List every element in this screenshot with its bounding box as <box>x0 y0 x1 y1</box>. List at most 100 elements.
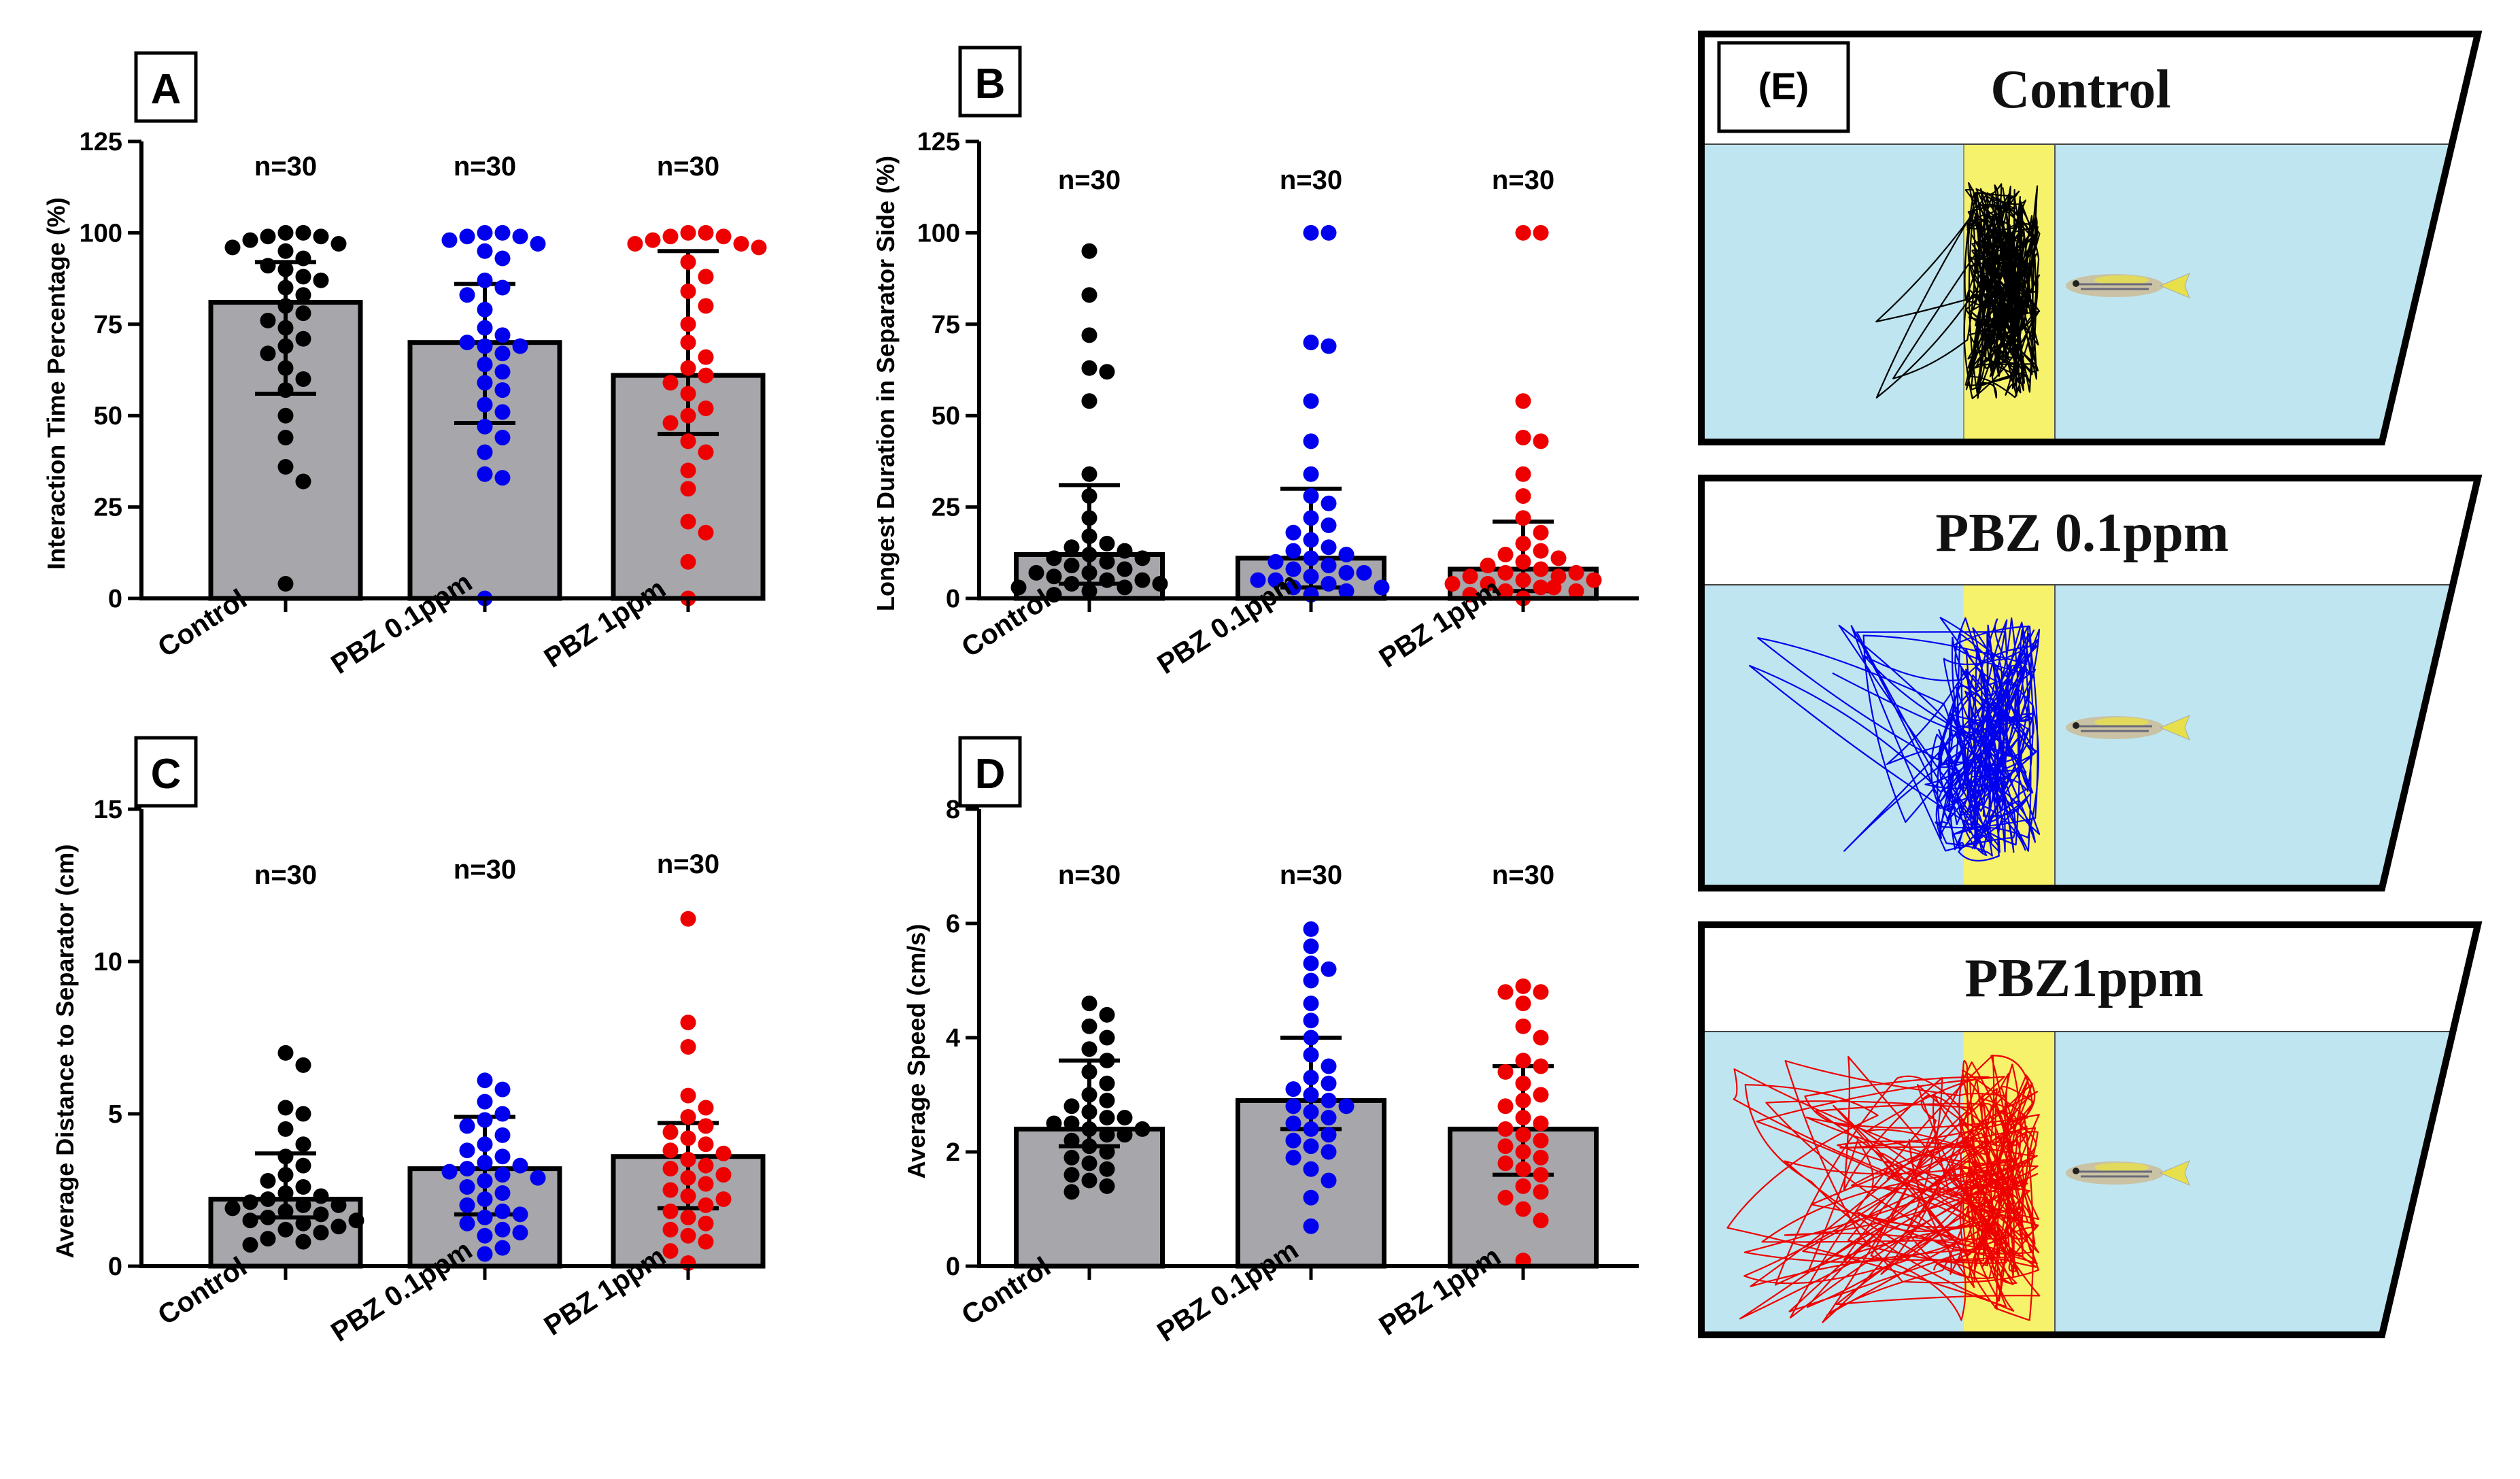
data-point <box>441 232 458 248</box>
data-point <box>494 364 511 380</box>
data-point <box>698 444 714 460</box>
data-point <box>680 911 696 927</box>
y-tick-label: 0 <box>946 585 960 613</box>
data-point <box>1303 1189 1319 1206</box>
data-point <box>1303 938 1319 955</box>
data-point <box>1497 1098 1514 1115</box>
tank-title: Control <box>1990 60 2170 120</box>
y-tick-label: 25 <box>94 494 122 522</box>
data-point <box>1321 1172 1337 1189</box>
panel-letter-d: D <box>975 751 1006 798</box>
tank-title: PBZ 0.1ppm <box>1935 503 2228 563</box>
data-point <box>662 1161 679 1177</box>
data-point <box>1099 1006 1115 1023</box>
data-point <box>1063 1098 1080 1115</box>
data-point <box>1303 1218 1319 1234</box>
data-point <box>1117 561 1133 577</box>
data-point <box>477 466 493 482</box>
data-point <box>1533 524 1549 541</box>
data-point <box>1303 1104 1319 1120</box>
data-point <box>680 481 696 497</box>
data-point <box>1081 1104 1097 1120</box>
panel-letter-box <box>134 736 198 808</box>
data-point <box>260 1209 276 1225</box>
data-point <box>1303 510 1319 526</box>
data-point <box>1063 1132 1080 1149</box>
data-point <box>277 360 294 376</box>
y-tick-label: 6 <box>946 910 960 938</box>
data-point <box>295 287 311 303</box>
data-point <box>645 232 661 248</box>
n-label: n=30 <box>1492 165 1554 195</box>
data-point <box>512 338 528 354</box>
data-point <box>277 1203 294 1219</box>
data-point <box>1303 393 1319 409</box>
data-point <box>313 1188 329 1204</box>
data-point <box>662 375 679 391</box>
data-point <box>680 433 696 449</box>
data-point <box>295 1215 311 1231</box>
y-tick-label: 75 <box>932 311 960 339</box>
data-point <box>477 320 493 336</box>
data-point <box>1515 224 1531 241</box>
data-point <box>477 396 493 413</box>
data-point <box>1303 1138 1319 1155</box>
data-point <box>1081 1041 1097 1057</box>
data-point <box>330 1197 347 1213</box>
data-point <box>1303 1030 1319 1046</box>
data-point <box>260 312 276 328</box>
trajectory-pbz-1ppm <box>1726 1054 2041 1323</box>
data-point <box>1303 1121 1319 1137</box>
data-point <box>680 360 696 376</box>
zebrafish-icon <box>2066 273 2190 299</box>
data-point <box>1285 561 1301 577</box>
category-label: PBZ 0.1ppm <box>1151 566 1304 680</box>
data-point <box>295 1057 311 1073</box>
data-point <box>1285 524 1301 541</box>
data-point <box>1497 564 1514 581</box>
data-point <box>313 1225 329 1241</box>
y-tick-label: 5 <box>108 1100 122 1129</box>
data-point <box>1081 488 1097 504</box>
data-point <box>348 1212 364 1229</box>
tank-title: PBZ1ppm <box>1964 949 2203 1008</box>
data-point <box>1515 1178 1531 1194</box>
data-point <box>1515 1075 1531 1091</box>
panel-letter-a: A <box>151 66 182 113</box>
data-point <box>1480 558 1496 574</box>
chart-panel-b: Bn=30 Control n=30 PBZ 0.1ppm n=30 PBZ 1ppm 0 2… <box>872 46 1639 680</box>
trajectory-pbz-0-1ppm <box>1748 617 2041 862</box>
data-point <box>1063 558 1080 574</box>
data-point <box>477 1093 493 1110</box>
data-point <box>1303 1013 1319 1029</box>
data-point <box>680 1151 696 1168</box>
data-point <box>1515 488 1531 504</box>
data-point <box>1117 543 1133 559</box>
data-point <box>1063 1167 1080 1183</box>
data-point <box>1515 1201 1531 1217</box>
data-point <box>1533 1167 1549 1183</box>
panel-letter-c: C <box>151 751 182 798</box>
data-point <box>1303 921 1319 937</box>
data-point <box>1081 564 1097 581</box>
data-point <box>698 1136 714 1153</box>
n-label: n=30 <box>1058 165 1121 195</box>
data-point <box>1081 1138 1097 1155</box>
data-point <box>295 1179 311 1195</box>
data-point <box>1568 564 1584 581</box>
data-point <box>1321 575 1337 592</box>
data-point <box>1063 539 1080 556</box>
panel-e-trajectories: (E) Control PBZ 0.1ppm <box>1698 31 2483 1338</box>
data-point <box>512 228 528 245</box>
data-point <box>459 1215 475 1231</box>
data-point <box>1285 1115 1301 1132</box>
data-point <box>295 1106 311 1122</box>
y-tick-label: 100 <box>80 219 122 248</box>
data-point <box>260 228 276 245</box>
data-point <box>698 1176 714 1192</box>
tank-control: (E) Control <box>1698 31 2483 445</box>
data-point <box>1515 1144 1531 1160</box>
y-tick-label: 4 <box>946 1024 960 1053</box>
data-point <box>1533 1058 1549 1074</box>
data-point <box>530 1170 546 1186</box>
